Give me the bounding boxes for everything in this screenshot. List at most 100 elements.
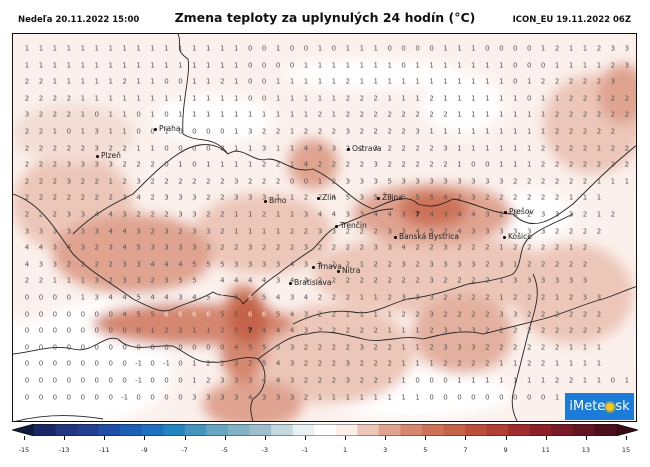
grid-value: 2 xyxy=(540,243,546,252)
grid-value: 2 xyxy=(359,110,365,119)
city-label: Trnava xyxy=(312,263,342,271)
grid-value: 7 xyxy=(247,326,253,335)
city-marker-icon xyxy=(312,265,315,269)
grid-value: 4 xyxy=(122,227,127,236)
colorbar-tick-label: 13 xyxy=(581,446,590,454)
grid-value: 2 xyxy=(596,310,602,319)
grid-value: 1 xyxy=(289,144,295,153)
grid-value: 3 xyxy=(289,343,295,352)
grid-value: 0 xyxy=(513,44,518,53)
grid-value: 2 xyxy=(387,359,392,368)
grid-value: 2 xyxy=(596,94,602,103)
grid-value: 4 xyxy=(234,276,239,285)
grid-value: 4 xyxy=(24,260,30,269)
grid-value: 1 xyxy=(387,77,392,86)
grid-value: 2 xyxy=(38,144,44,153)
grid-value: 1 xyxy=(331,393,337,402)
grid-value: 2 xyxy=(359,243,365,252)
grid-value: 5 xyxy=(261,359,267,368)
grid-value: 0 xyxy=(429,44,434,53)
grid-value: 2 xyxy=(345,243,351,252)
grid-value: 2 xyxy=(247,177,253,186)
grid-value: 1 xyxy=(471,94,476,103)
grid-value: 1 xyxy=(457,144,462,153)
grid-value: 2 xyxy=(540,177,546,186)
colorbar-tick xyxy=(184,436,186,440)
grid-value: 2 xyxy=(122,160,127,169)
grid-value: 2 xyxy=(540,144,546,153)
grid-value: 2 xyxy=(220,359,225,368)
grid-value: 2 xyxy=(568,376,574,385)
grid-value: 2 xyxy=(485,243,490,252)
grid-value: 1 xyxy=(359,77,365,86)
imeteo-logo[interactable]: iMete sk xyxy=(565,393,634,420)
grid-value: 2 xyxy=(554,110,560,119)
grid-value: 1 xyxy=(582,44,588,53)
grid-value: 3 xyxy=(52,243,58,252)
grid-value: 1 xyxy=(540,376,546,385)
grid-value: 0 xyxy=(192,160,197,169)
grid-value: 1 xyxy=(80,44,86,53)
grid-value: 3 xyxy=(526,227,532,236)
grid-value: 5 xyxy=(136,310,141,319)
grid-value: 0 xyxy=(164,393,169,402)
grid-value: 1 xyxy=(415,359,420,368)
colorbar-tick-label: 9 xyxy=(503,446,508,454)
grid-value: 2 xyxy=(429,243,434,252)
grid-value: 0 xyxy=(80,359,86,368)
grid-value: 1 xyxy=(540,94,546,103)
grid-value: 3 xyxy=(443,144,448,153)
grid-value: 2 xyxy=(66,94,72,103)
colorbar-tick xyxy=(24,436,25,440)
grid-value: 1 xyxy=(234,144,239,153)
grid-value: 2 xyxy=(345,94,351,103)
grid-value: 0 xyxy=(150,376,155,385)
grid-value: 2 xyxy=(513,343,518,352)
grid-value: 3 xyxy=(471,260,476,269)
grid-value: 1 xyxy=(429,77,434,86)
grid-value: 1 xyxy=(24,61,30,70)
grid-value: 2 xyxy=(443,293,448,302)
grid-value: 5 xyxy=(345,193,351,202)
grid-value: 0 xyxy=(192,343,197,352)
grid-value: 0 xyxy=(331,44,337,53)
grid-value: 2 xyxy=(359,144,365,153)
grid-value: 0 xyxy=(136,326,141,335)
grid-value: 1 xyxy=(387,376,392,385)
grid-value: 1 xyxy=(331,61,337,70)
grid-value: 0 xyxy=(122,326,127,335)
grid-value: 3 xyxy=(345,210,351,219)
grid-value: -1 xyxy=(135,376,143,385)
grid-value: 5 xyxy=(429,227,434,236)
grid-value: 2 xyxy=(122,77,127,86)
grid-value: 5 xyxy=(234,310,239,319)
sun-icon xyxy=(606,402,615,411)
grid-value: 3 xyxy=(234,359,239,368)
grid-value: 2 xyxy=(401,276,406,285)
grid-value: 2 xyxy=(554,177,560,186)
city-marker-icon xyxy=(154,127,157,131)
grid-value: 1 xyxy=(526,110,532,119)
grid-value: 2 xyxy=(150,210,155,219)
grid-value: 1 xyxy=(80,127,86,136)
grid-value: 3 xyxy=(568,210,574,219)
grid-value: 4 xyxy=(94,210,99,219)
colorbar-tick-label: 5 xyxy=(423,446,428,454)
grid-value: 0 xyxy=(499,44,504,53)
grid-value: 2 xyxy=(24,276,30,285)
grid-value: 3 xyxy=(178,193,183,202)
colorbar-tick xyxy=(465,436,467,440)
colorbar-tick-label: -1 xyxy=(301,446,309,454)
grid-value: 4 xyxy=(289,310,295,319)
grid-value: 2 xyxy=(345,293,351,302)
grid-value: 3 xyxy=(80,227,86,236)
grid-value: 6 xyxy=(164,310,169,319)
colorbar-tick-label: -3 xyxy=(261,446,269,454)
grid-value: 2 xyxy=(610,210,616,219)
grid-value: 2 xyxy=(359,160,365,169)
grid-value: 0 xyxy=(52,376,58,385)
grid-value: 1 xyxy=(471,110,476,119)
grid-value: 1 xyxy=(499,359,504,368)
grid-value: 2 xyxy=(568,77,574,86)
